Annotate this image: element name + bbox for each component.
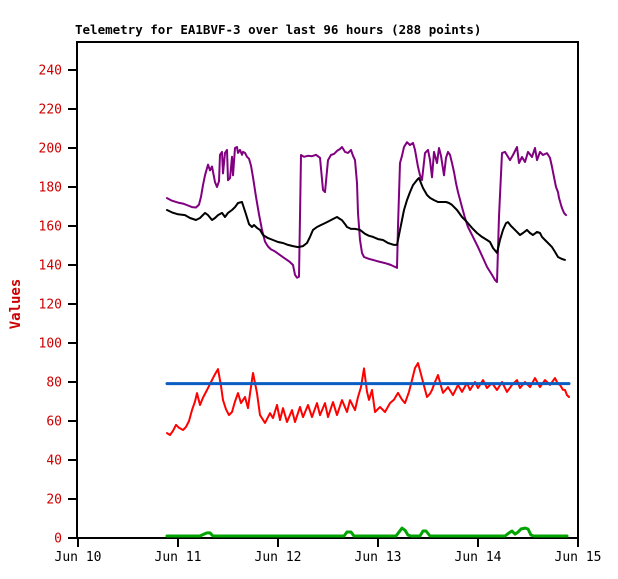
x-tick-label: Jun 14 [455,550,502,565]
y-tick-label: 180 [39,181,62,196]
telemetry-channel-black-line [166,177,566,261]
x-tick-label: Jun 13 [355,550,402,565]
y-tick-label: 220 [39,103,62,118]
y-axis-label: Values [8,279,24,330]
plot-border [76,41,579,539]
x-tick-label: Jun 10 [55,550,102,565]
y-tick-label: 40 [46,454,62,469]
y-tick-label: 160 [39,220,62,235]
y-tick-label: 80 [46,376,62,391]
telemetry-channel-red-line [166,362,570,436]
y-tick-label: 0 [54,532,62,547]
telemetry-channel-purple-line [166,141,567,283]
x-tick-label: Jun 12 [255,550,302,565]
y-tick-label: 60 [46,415,62,430]
y-tick-label: 140 [39,259,62,274]
y-tick-label: 200 [39,142,62,157]
y-tick-label: 240 [39,64,62,79]
telemetry-channel-green-line [165,526,569,538]
y-tick-label: 120 [39,298,62,313]
y-tick-label: 100 [39,337,62,352]
x-tick-label: Jun 11 [155,550,202,565]
chart-title: Telemetry for EA1BVF-3 over last 96 hour… [75,22,481,37]
x-tick-label: Jun 15 [555,550,602,565]
y-tick-label: 20 [46,493,62,508]
